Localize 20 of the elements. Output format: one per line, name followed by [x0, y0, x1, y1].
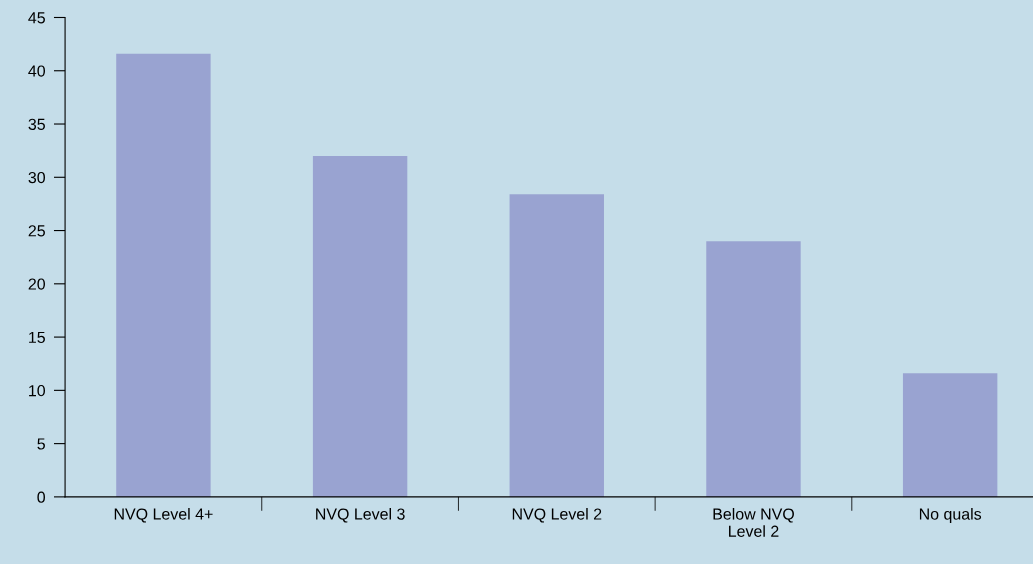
bar: [509, 194, 604, 497]
y-tick-label: 5: [37, 438, 45, 450]
y-tick-label: 35: [28, 118, 45, 130]
x-tick-label: Below NVQ Level 2: [713, 508, 794, 537]
bar: [902, 373, 998, 497]
bar: [116, 53, 211, 497]
y-tick-label: 45: [28, 12, 45, 24]
y-tick-label: 30: [28, 171, 46, 184]
x-tick-label: NVQ Level 2: [512, 508, 602, 523]
x-tick-label: No quals: [919, 508, 982, 523]
y-tick-label: 10: [29, 384, 46, 397]
y-tick-label: 25: [28, 225, 45, 237]
y-tick-label: 15: [29, 331, 45, 344]
x-tick-label: NVQ Level 3: [316, 508, 405, 523]
bar: [706, 241, 801, 497]
y-tick-label: 20: [28, 278, 46, 290]
bar: [312, 155, 408, 497]
y-tick-label: 0: [37, 491, 46, 503]
y-tick-label: 40: [28, 65, 46, 77]
x-tick-label: NVQ Level 4+: [114, 508, 213, 523]
